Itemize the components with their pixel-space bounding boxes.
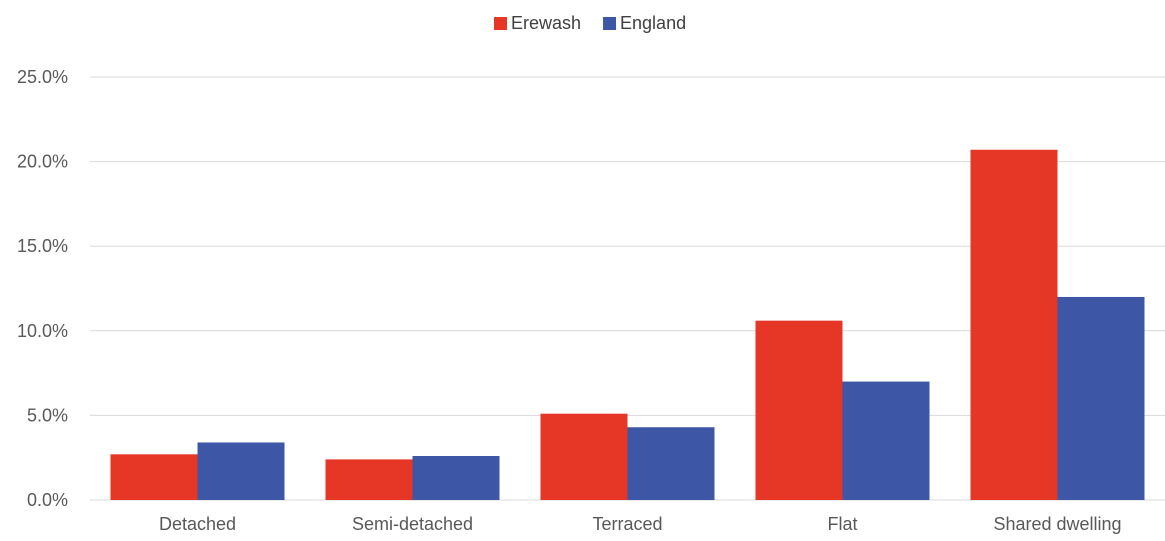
bar-england-terraced [627,427,715,500]
y-tick-label: 0.0% [27,490,68,510]
bar-erewash-detached [110,454,198,500]
x-tick-label: Flat [827,514,857,534]
bar-erewash-terraced [540,413,628,500]
bar-england-detached [197,442,285,500]
y-tick-label: 25.0% [17,67,68,87]
y-tick-label: 10.0% [17,321,68,341]
y-axis: 0.0% 5.0% 10.0% 15.0% 20.0% 25.0% [17,67,68,510]
x-axis: Detached Semi-detached Terraced Flat Shared … [159,514,1122,534]
legend-swatch-erewash [494,17,507,30]
y-tick-label: 15.0% [17,236,68,256]
bar-erewash-shared-dwelling [970,149,1058,501]
x-tick-label: Terraced [592,514,662,534]
chart-legend: Erewash England [494,13,686,33]
bar-england-shared-dwelling [1057,296,1145,500]
bar-erewash-flat [755,320,843,500]
bars [110,149,1145,501]
y-tick-label: 5.0% [27,405,68,425]
bar-england-semi-detached [412,456,500,500]
x-tick-label: Shared dwelling [993,514,1121,534]
bar-england-flat [842,381,930,500]
x-tick-label: Detached [159,514,236,534]
legend-label-erewash: Erewash [511,13,581,33]
bar-erewash-semi-detached [325,459,413,500]
x-tick-label: Semi-detached [352,514,473,534]
legend-swatch-england [603,17,617,30]
legend-label-england: England [620,13,686,33]
y-tick-label: 20.0% [17,152,68,172]
